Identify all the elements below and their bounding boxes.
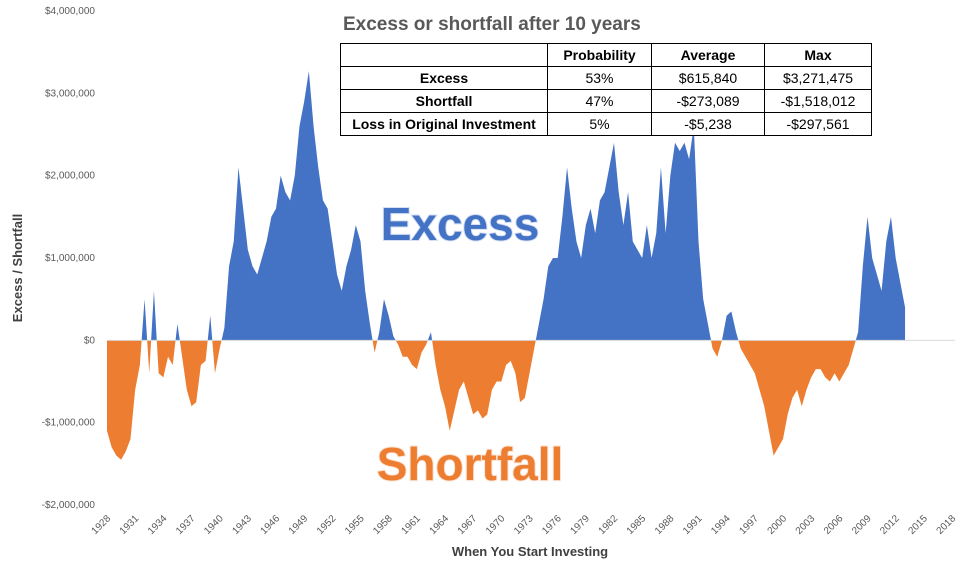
column-header: Max — [764, 43, 872, 67]
x-tick-label: 1967 — [456, 513, 480, 537]
x-tick-label: 1970 — [484, 513, 508, 537]
table-cell: 53% — [547, 66, 652, 90]
x-tick-label: 2003 — [794, 513, 818, 537]
y-tick-label: $4,000,000 — [45, 6, 95, 17]
x-tick-label: 1991 — [681, 513, 705, 537]
x-tick-label: 1937 — [174, 513, 198, 537]
x-tick-label: 2018 — [935, 513, 959, 537]
y-tick-label: $2,000,000 — [45, 171, 95, 182]
x-tick-label: 1958 — [371, 513, 395, 537]
x-tick-label: 1943 — [230, 513, 254, 537]
x-tick-label: 2006 — [822, 513, 846, 537]
table-cell: 47% — [547, 89, 652, 113]
table-cell: $615,840 — [651, 66, 765, 90]
x-tick-label: 1976 — [540, 513, 564, 537]
x-tick-label: 1946 — [259, 513, 283, 537]
y-tick-label: -$2,000,000 — [42, 500, 96, 511]
row-header: Loss in Original Investment — [340, 112, 548, 136]
table-cell: $3,271,475 — [764, 66, 872, 90]
column-header: Probability — [547, 43, 652, 67]
x-tick-label: 1994 — [709, 513, 733, 537]
y-tick-label: -$1,000,000 — [42, 418, 96, 429]
x-tick-label: 1949 — [287, 513, 311, 537]
x-tick-label: 2009 — [850, 513, 874, 537]
x-tick-label: 1964 — [428, 513, 452, 537]
x-tick-label: 1928 — [90, 513, 114, 537]
table-row: Loss in Original Investment 5% -$5,238 -$29… — [340, 112, 872, 136]
x-tick-label: 1931 — [118, 513, 142, 537]
table-title: Excess or shortfall after 10 years — [343, 14, 641, 35]
corner — [340, 43, 548, 67]
x-tick-label: 1997 — [737, 513, 761, 537]
excess-area — [107, 71, 906, 341]
row-header: Excess — [340, 66, 548, 90]
shortfall-area — [107, 340, 856, 460]
table-cell: -$297,561 — [764, 112, 872, 136]
table-cell: -$273,089 — [651, 89, 765, 113]
x-tick-label: 2015 — [906, 513, 930, 537]
summary-table: Probability Average Max Excess 53% $615,84… — [340, 43, 872, 136]
y-axis-title: Excess / Shortfall — [10, 214, 25, 322]
y-tick-label: $3,000,000 — [45, 88, 95, 99]
x-tick-label: 1934 — [146, 513, 170, 537]
x-tick-label: 1952 — [315, 513, 339, 537]
x-tick-label: 2000 — [766, 513, 790, 537]
x-tick-label: 1982 — [597, 513, 621, 537]
annotation: Excess — [381, 198, 540, 250]
x-axis-title: When You Start Investing — [452, 544, 608, 559]
x-tick-label: 1979 — [568, 513, 592, 537]
table-cell: -$1,518,012 — [764, 89, 872, 113]
x-tick-label: 1940 — [202, 513, 226, 537]
x-tick-label: 1973 — [512, 513, 536, 537]
y-tick-label: $1,000,000 — [45, 253, 95, 264]
table-cell: 5% — [547, 112, 652, 136]
x-tick-label: 2012 — [878, 513, 902, 537]
y-tick-label: $0 — [84, 335, 96, 346]
x-tick-label: 1988 — [653, 513, 677, 537]
column-header: Average — [651, 43, 765, 67]
annotation: Shortfall — [377, 438, 564, 490]
table-row: Excess 53% $615,840 $3,271,475 — [340, 66, 872, 90]
x-tick-label: 1961 — [399, 513, 423, 537]
row-header: Shortfall — [340, 89, 548, 113]
table-cell: -$5,238 — [651, 112, 765, 136]
x-tick-label: 1985 — [625, 513, 649, 537]
header-row: Probability Average Max — [340, 43, 872, 67]
table-row: Shortfall 47% -$273,089 -$1,518,012 — [340, 89, 872, 113]
x-tick-label: 1955 — [343, 513, 367, 537]
